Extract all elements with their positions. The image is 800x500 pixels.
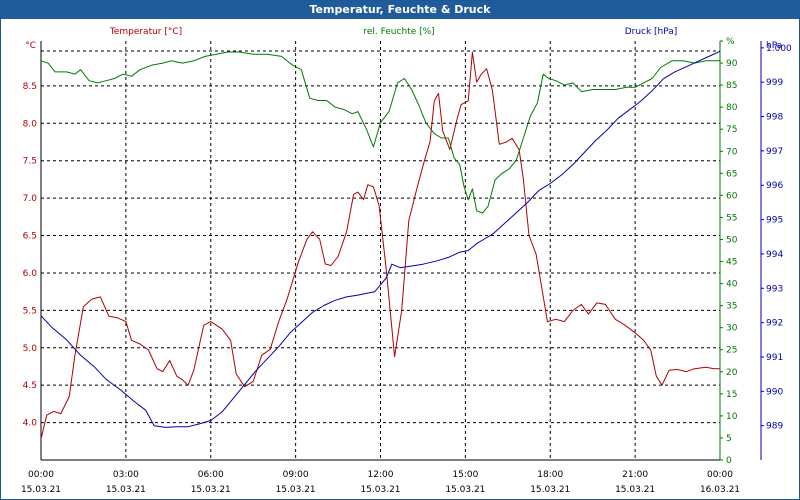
x-tick-time-label: 00:00 — [28, 470, 54, 480]
axes — [40, 40, 764, 461]
x-tick-date-label: 15.03.21 — [106, 485, 146, 495]
pressure-tick-label: 993 — [766, 284, 783, 294]
x-tick-time-label: 21:00 — [622, 470, 648, 480]
x-tick-date-label: 15.03.21 — [445, 485, 485, 495]
x-tick-date-label: 15.03.21 — [191, 485, 231, 495]
temperature-tick-label: 5.0 — [23, 344, 38, 354]
humidity-tick-label: 60 — [726, 191, 738, 201]
window-title: Temperatur, Feuchte & Druck — [1, 1, 799, 19]
x-tick-time-label: 03:00 — [113, 470, 139, 480]
pressure-tick-label: 999 — [766, 78, 783, 88]
temperature-tick-label: 5.5 — [23, 306, 37, 316]
temperature-tick-label: 4.0 — [23, 419, 38, 429]
pressure-tick-label: 992 — [766, 319, 783, 329]
temperature-axis-title: Temperatur [°C] — [109, 27, 182, 37]
humidity-tick-label: 80 — [726, 103, 738, 113]
humidity-tick-label: 85 — [726, 81, 737, 91]
x-tick-date-label: 15.03.21 — [360, 485, 400, 495]
humidity-tick-label: 0 — [726, 456, 732, 466]
temperature-unit-label: °C — [25, 41, 36, 51]
pressure-tick-label: 997 — [766, 147, 783, 157]
humidity-tick-label: 25 — [726, 346, 737, 356]
pressure-tick-label: 1.000 — [766, 44, 792, 54]
humidity-tick-label: 10 — [726, 412, 738, 422]
humidity-axis-title: rel. Feuchte [%] — [363, 27, 434, 37]
humidity-line — [40, 51, 720, 214]
temperature-tick-label: 7.5 — [23, 157, 37, 167]
humidity-tick-label: 90 — [726, 59, 738, 69]
pressure-tick-label: 994 — [766, 250, 783, 260]
x-tick-date-label: 15.03.21 — [530, 485, 570, 495]
x-tick-date-label: 16.03.21 — [700, 485, 740, 495]
humidity-tick-label: 5 — [726, 434, 732, 444]
pressure-tick-label: 991 — [766, 353, 783, 363]
x-tick-time-label: 18:00 — [537, 470, 563, 480]
humidity-tick-label: 75 — [726, 125, 737, 135]
grid — [41, 41, 720, 460]
series-lines — [40, 50, 721, 440]
humidity-tick-label: 45 — [726, 258, 737, 268]
x-tick-date-label: 15.03.21 — [615, 485, 655, 495]
humidity-tick-label: 65 — [726, 169, 737, 179]
temperature-line — [40, 51, 720, 440]
pressure-tick-label: 996 — [766, 181, 783, 191]
pressure-tick-label: 989 — [766, 422, 783, 432]
x-tick-time-label: 09:00 — [283, 470, 309, 480]
humidity-tick-label: 15 — [726, 390, 737, 400]
temperature-tick-label: 8.5 — [23, 82, 37, 92]
pressure-tick-label: 998 — [766, 113, 783, 123]
temperature-tick-label: 4.5 — [23, 381, 37, 391]
humidity-tick-label: 30 — [726, 324, 738, 334]
humidity-tick-label: 35 — [726, 302, 737, 312]
temperature-tick-label: 6.5 — [23, 232, 37, 242]
pressure-axis-title: Druck [hPa] — [625, 27, 678, 37]
temperature-tick-label: 8.0 — [23, 119, 38, 129]
axis-labels: °C 4.0 4.5 5.0 5.5 6.0 6.5 7.0 7.5 8.0 8.5 0 5 10 15 20… — [21, 27, 792, 495]
humidity-tick-label: 20 — [726, 368, 738, 378]
x-tick-time-label: 06:00 — [198, 470, 224, 480]
temperature-tick-label: 6.0 — [23, 269, 38, 279]
x-tick-date-label: 15.03.21 — [276, 485, 316, 495]
x-tick-time-label: 15:00 — [452, 470, 478, 480]
humidity-tick-label: % — [726, 37, 735, 47]
x-tick-date-label: 15.03.21 — [21, 485, 61, 495]
pressure-tick-label: 995 — [766, 216, 783, 226]
humidity-tick-label: 50 — [726, 235, 738, 245]
humidity-tick-label: 40 — [726, 280, 738, 290]
humidity-tick-label: 55 — [726, 213, 737, 223]
x-tick-time-label: 00:00 — [707, 470, 733, 480]
pressure-tick-label: 990 — [766, 387, 783, 397]
x-tick-time-label: 12:00 — [368, 470, 394, 480]
humidity-tick-label: 70 — [726, 147, 738, 157]
temperature-tick-label: 7.0 — [23, 194, 38, 204]
pressure-unit-label: hPa — [766, 41, 782, 51]
pressure-line — [40, 50, 721, 428]
